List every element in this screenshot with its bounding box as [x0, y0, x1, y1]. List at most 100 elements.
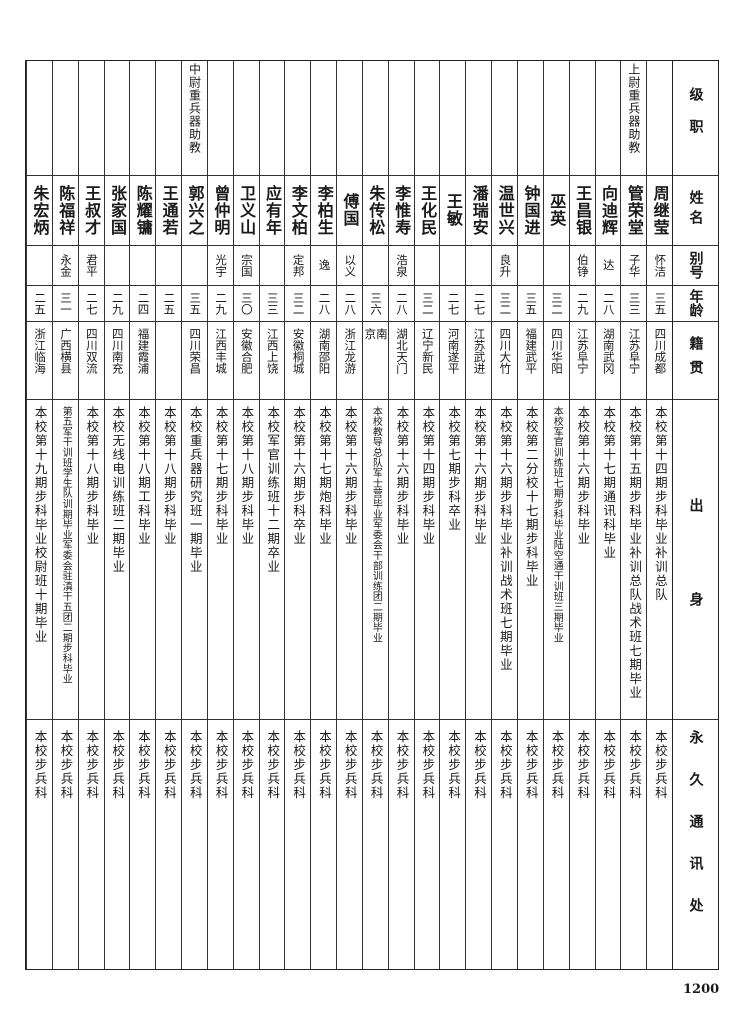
native-text: 江西丰城	[214, 328, 229, 375]
age-cell: 二八	[311, 286, 337, 323]
rank-cell	[440, 61, 466, 176]
native-text: 福建武平	[524, 328, 539, 375]
alias-cell	[362, 246, 388, 286]
age-cell: 二四	[130, 286, 156, 323]
native-cell: 南京	[362, 322, 388, 401]
rank-cell	[259, 61, 285, 176]
page-number: 1200	[683, 982, 720, 997]
origin-text: 本校军官训练班七期步科毕业陆空通干训班三期毕业	[551, 406, 563, 644]
header-origin: 出身	[673, 400, 718, 720]
origin-cell: 本校第十六期步科毕业	[388, 400, 414, 720]
address-cell: 本校步兵科	[79, 720, 104, 969]
age-text: 三一	[59, 291, 73, 315]
alias-cell: 伯铮	[569, 246, 595, 286]
table-row: 傅国 以义 二八 浙江龙游 本校第十六期步科毕业 本校步兵科	[336, 61, 362, 969]
age-cell: 二七	[466, 286, 492, 323]
origin-cell: 本校第十六期步科毕业	[569, 400, 595, 720]
name-cell: 张家国	[104, 176, 130, 246]
table-row: 温世兴 良升 三二 四川大竹 本校第十六期步科毕业补训战术班七期毕业 本校步兵科	[491, 61, 518, 969]
address-text: 本校步兵科	[84, 729, 100, 800]
table-row: 王叔才 君平 二七 四川双流 本校第十八期步科毕业 本校步兵科	[77, 61, 104, 969]
table-row: 应有年 三三 江西上饶 本校军官训练班十二期卒业 本校步兵科	[258, 61, 285, 969]
rank-cell	[130, 61, 156, 176]
address-cell: 本校步兵科	[544, 720, 569, 969]
name-text: 曾仲明	[211, 184, 231, 236]
native-cell: 江西上饶	[259, 322, 285, 401]
native-text: 浙江临海	[33, 328, 48, 375]
table-row: 上尉重兵器助教 管荣堂 子华 三三 江苏阜宁 本校第十五期步科毕业补训总队战术班七期毕业本…	[620, 61, 647, 969]
rank-cell	[518, 61, 543, 176]
native-cell: 四川大竹	[492, 322, 518, 401]
name-text: 王昌银	[573, 184, 593, 236]
native-cell: 江西丰城	[207, 322, 233, 401]
address-cell: 本校步兵科	[156, 720, 181, 969]
alias-text: 良升	[498, 253, 513, 277]
name-cell: 王叔才	[78, 176, 104, 246]
age-cell: 三二	[543, 286, 569, 323]
address-text: 本校步兵科	[110, 729, 126, 800]
native-cell: 福建霞浦	[130, 322, 156, 401]
name-cell: 王昌银	[569, 176, 595, 246]
alias-text: 以义	[343, 253, 358, 277]
table-row: 陈福祥 永金 三一 广西横县 第五军干训班学生队训期毕业军委会驻滇干五团二期步科毕业 本校…	[51, 61, 78, 969]
age-cell: 二八	[337, 286, 362, 323]
native-cell: 浙江龙游	[337, 322, 362, 401]
origin-text: 本校第十六期步科毕业	[575, 406, 591, 547]
native-text: 江西上饶	[265, 328, 280, 375]
address-text: 本校步兵科	[446, 729, 462, 800]
header-rank: 级职	[673, 61, 718, 176]
origin-cell: 本校军官训练班十二期卒业	[259, 400, 285, 720]
name-cell: 陈福祥	[52, 176, 78, 246]
table-row: 潘瑞安 二七 江苏武进 本校第十六期步科毕业 本校步兵科	[465, 61, 492, 969]
origin-cell: 第五军干训班学生队训期毕业军委会驻滇干五团二期步科毕业	[52, 400, 78, 720]
native-cell: 安徽合肥	[233, 322, 259, 401]
native-text: 江苏阜宁	[575, 328, 590, 375]
native-text: 南京	[363, 328, 388, 370]
origin-cell: 本校第十九期步科毕业校尉班十期毕业	[26, 400, 52, 720]
age-text: 三〇	[239, 291, 254, 315]
origin-cell: 本校第十四期步科毕业	[414, 400, 440, 720]
address-text: 本校步兵科	[472, 729, 487, 800]
name-cell: 卫义山	[233, 176, 259, 246]
rank-cell	[78, 61, 104, 176]
origin-text: 本校第十八期步科毕业	[239, 406, 255, 547]
rank-cell	[26, 61, 52, 176]
address-cell: 本校步兵科	[105, 720, 130, 969]
native-text: 四川华阳	[550, 328, 565, 375]
name-text: 钟国进	[521, 184, 541, 236]
address-cell: 本校步兵科	[363, 720, 388, 969]
native-cell: 江苏阜宁	[621, 322, 647, 401]
age-text: 二九	[575, 291, 590, 315]
name-cell: 李惟寿	[388, 176, 414, 246]
origin-text: 本校第十七期通讯科毕业	[601, 406, 617, 561]
rank-cell	[595, 61, 621, 176]
alias-cell: 子华	[621, 246, 647, 286]
name-text: 傅国	[340, 193, 360, 228]
alias-text: 光宇	[214, 253, 229, 277]
age-cell: 三五	[518, 286, 543, 323]
origin-cell: 本校军官训练班七期步科毕业陆空通干训班三期毕业	[543, 400, 569, 720]
age-cell: 二八	[595, 286, 621, 323]
alias-text: 逸	[317, 259, 332, 271]
address-cell: 本校步兵科	[27, 720, 52, 969]
address-cell: 本校步兵科	[285, 720, 310, 969]
table-row: 钟国进 三五 福建武平 本校第二分校十七期步科毕业 本校步兵科	[517, 61, 543, 969]
native-cell: 辽宁新民	[414, 322, 440, 401]
origin-cell: 本校第十六期步科卒业	[285, 400, 311, 720]
rank-cell	[311, 61, 337, 176]
alias-cell	[26, 246, 52, 286]
name-cell: 郭兴之	[182, 176, 207, 246]
address-text: 本校步兵科	[575, 729, 591, 800]
table-row: 巫英三二四川华阳本校军官训练班七期步科毕业陆空通干训班三期毕业本校步兵科	[542, 61, 569, 969]
table-row: 朱宏炳 二五 浙江临海 本校第十九期步科毕业校尉班十期毕业 本校步兵科	[25, 61, 52, 969]
name-cell: 王敏	[440, 176, 466, 246]
native-text: 湖南邵阳	[317, 328, 332, 375]
address-text: 本校步兵科	[291, 729, 307, 800]
native-text: 四川双流	[84, 328, 99, 375]
rank-cell	[543, 61, 569, 176]
age-cell: 三二	[492, 286, 518, 323]
age-text: 二九	[110, 291, 125, 315]
rank-cell	[233, 61, 259, 176]
alias-cell: 定邦	[285, 246, 311, 286]
name-text: 巫英	[547, 193, 567, 228]
